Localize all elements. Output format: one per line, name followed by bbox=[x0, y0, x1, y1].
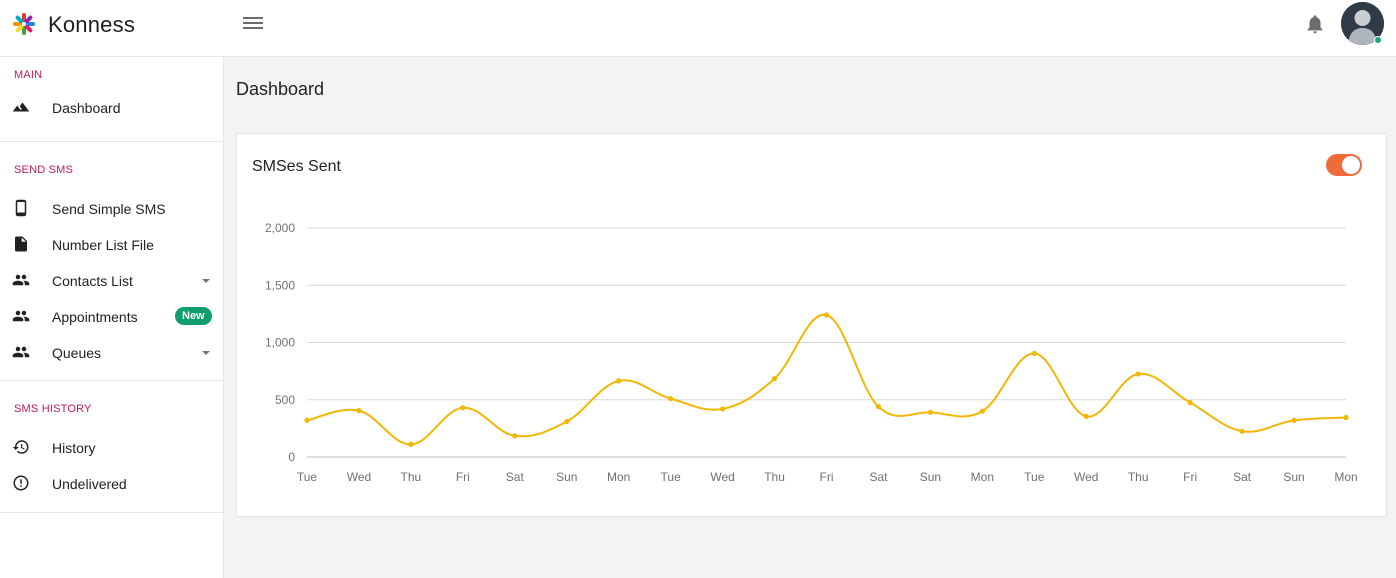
sidebar-item-label: Send Simple SMS bbox=[52, 201, 166, 217]
data-point bbox=[1031, 350, 1037, 356]
sidebar-item-send-simple-sms[interactable]: Send Simple SMS bbox=[0, 190, 223, 226]
toggle-knob bbox=[1342, 156, 1360, 174]
card-title: SMSes Sent bbox=[252, 158, 341, 175]
x-tick-label: Sat bbox=[1233, 470, 1252, 484]
main-content: Dashboard SMSes Sent 2,000 1,500 1,000 500 0… bbox=[224, 57, 1396, 578]
x-tick-label: Fri bbox=[456, 470, 470, 484]
x-tick-label: Sun bbox=[920, 470, 941, 484]
sidebar-section-main: MAIN Dashboard bbox=[0, 57, 223, 142]
data-point bbox=[616, 378, 622, 384]
x-tick-label: Wed bbox=[347, 470, 371, 484]
sidebar-item-label: Number List File bbox=[52, 237, 154, 253]
x-tick-label: Tue bbox=[1024, 470, 1045, 484]
x-tick-label: Tue bbox=[661, 470, 682, 484]
sidebar-item-number-list-file[interactable]: Number List File bbox=[0, 226, 223, 262]
sms-sent-card: SMSes Sent 2,000 1,500 1,000 500 0 Tue Wed Thu F… bbox=[236, 133, 1387, 517]
sidebar-item-undelivered[interactable]: Undelivered bbox=[0, 465, 223, 501]
chevron-down-icon bbox=[202, 351, 210, 355]
hamburger-icon[interactable] bbox=[243, 15, 263, 33]
x-tick-label: Wed bbox=[1074, 470, 1098, 484]
section-title: SMS HISTORY bbox=[14, 403, 92, 415]
data-point bbox=[668, 396, 674, 402]
sidebar-item-queues[interactable]: Queues bbox=[0, 334, 223, 370]
data-point bbox=[564, 418, 570, 425]
brand-name: Konness bbox=[48, 12, 136, 37]
sidebar-item-contacts-list[interactable]: Contacts List bbox=[0, 262, 223, 298]
new-badge: New bbox=[175, 307, 212, 325]
x-tick-label: Tue bbox=[297, 470, 318, 484]
x-tick-label: Mon bbox=[1334, 470, 1357, 484]
sidebar: MAIN Dashboard SEND SMS Send Simple SMS … bbox=[0, 57, 224, 578]
x-tick-label: Sat bbox=[869, 470, 888, 484]
y-tick-label: 500 bbox=[275, 393, 295, 407]
data-point bbox=[1083, 413, 1089, 419]
phone-icon bbox=[15, 199, 27, 217]
data-point bbox=[408, 441, 414, 448]
data-point bbox=[1239, 428, 1245, 434]
sidebar-item-history[interactable]: History bbox=[0, 429, 223, 465]
data-point bbox=[823, 312, 830, 318]
page-title: Dashboard bbox=[236, 79, 325, 99]
data-point bbox=[1343, 414, 1349, 421]
data-point bbox=[304, 417, 310, 423]
x-tick-label: Fri bbox=[820, 470, 834, 484]
konness-logo-icon bbox=[13, 13, 35, 35]
alert-circle-icon bbox=[13, 475, 29, 491]
y-tick-label: 1,500 bbox=[265, 278, 295, 292]
x-tick-label: Wed bbox=[710, 470, 734, 484]
people-icon bbox=[12, 274, 30, 286]
data-point bbox=[979, 408, 985, 414]
mountain-icon bbox=[12, 102, 30, 112]
data-point bbox=[356, 408, 362, 414]
x-tick-label: Mon bbox=[607, 470, 630, 484]
sidebar-item-label: Contacts List bbox=[52, 273, 133, 289]
sidebar-item-label: Queues bbox=[52, 345, 102, 361]
x-tick-label: Sun bbox=[1283, 470, 1304, 484]
data-point bbox=[875, 404, 882, 410]
x-tick-label: Fri bbox=[1183, 470, 1197, 484]
data-point bbox=[1187, 400, 1193, 406]
sidebar-item-label: Appointments bbox=[52, 309, 138, 325]
y-tick-label: 1,000 bbox=[265, 336, 295, 350]
top-bar: Konness bbox=[0, 0, 1396, 57]
section-title: SEND SMS bbox=[14, 164, 74, 176]
x-tick-label: Sun bbox=[556, 470, 577, 484]
sidebar-item-label: Undelivered bbox=[52, 476, 127, 492]
online-status-dot bbox=[1374, 36, 1382, 44]
data-point bbox=[771, 375, 778, 382]
data-point bbox=[460, 405, 466, 411]
x-tick-label: Thu bbox=[401, 470, 422, 484]
people-icon bbox=[12, 346, 30, 358]
sidebar-item-label: Dashboard bbox=[52, 100, 121, 116]
bell-icon[interactable] bbox=[1304, 12, 1326, 36]
section-title: MAIN bbox=[14, 69, 43, 81]
chart-toggle[interactable] bbox=[1326, 154, 1362, 176]
y-tick-label: 0 bbox=[288, 450, 295, 464]
sidebar-item-dashboard[interactable]: Dashboard bbox=[0, 89, 223, 125]
data-point bbox=[1135, 371, 1141, 377]
x-tick-label: Thu bbox=[1128, 470, 1149, 484]
y-tick-label: 2,000 bbox=[265, 221, 295, 235]
series-line bbox=[306, 314, 1347, 446]
history-icon bbox=[12, 440, 29, 454]
data-point bbox=[927, 409, 934, 415]
people-icon bbox=[12, 310, 30, 322]
sidebar-item-label: History bbox=[52, 440, 96, 456]
x-tick-label: Mon bbox=[971, 470, 994, 484]
x-tick-label: Sat bbox=[506, 470, 525, 484]
data-point bbox=[720, 406, 726, 412]
sidebar-section-sms-history: SMS HISTORY History Undelivered bbox=[0, 381, 223, 513]
data-point bbox=[512, 433, 518, 439]
sidebar-section-send-sms: SEND SMS Send Simple SMS Number List Fil… bbox=[0, 142, 223, 381]
sidebar-item-appointments[interactable]: Appointments New bbox=[0, 298, 223, 334]
file-icon bbox=[15, 236, 27, 252]
data-point bbox=[1291, 417, 1297, 423]
x-tick-label: Thu bbox=[764, 470, 785, 484]
chevron-down-icon bbox=[202, 279, 210, 283]
